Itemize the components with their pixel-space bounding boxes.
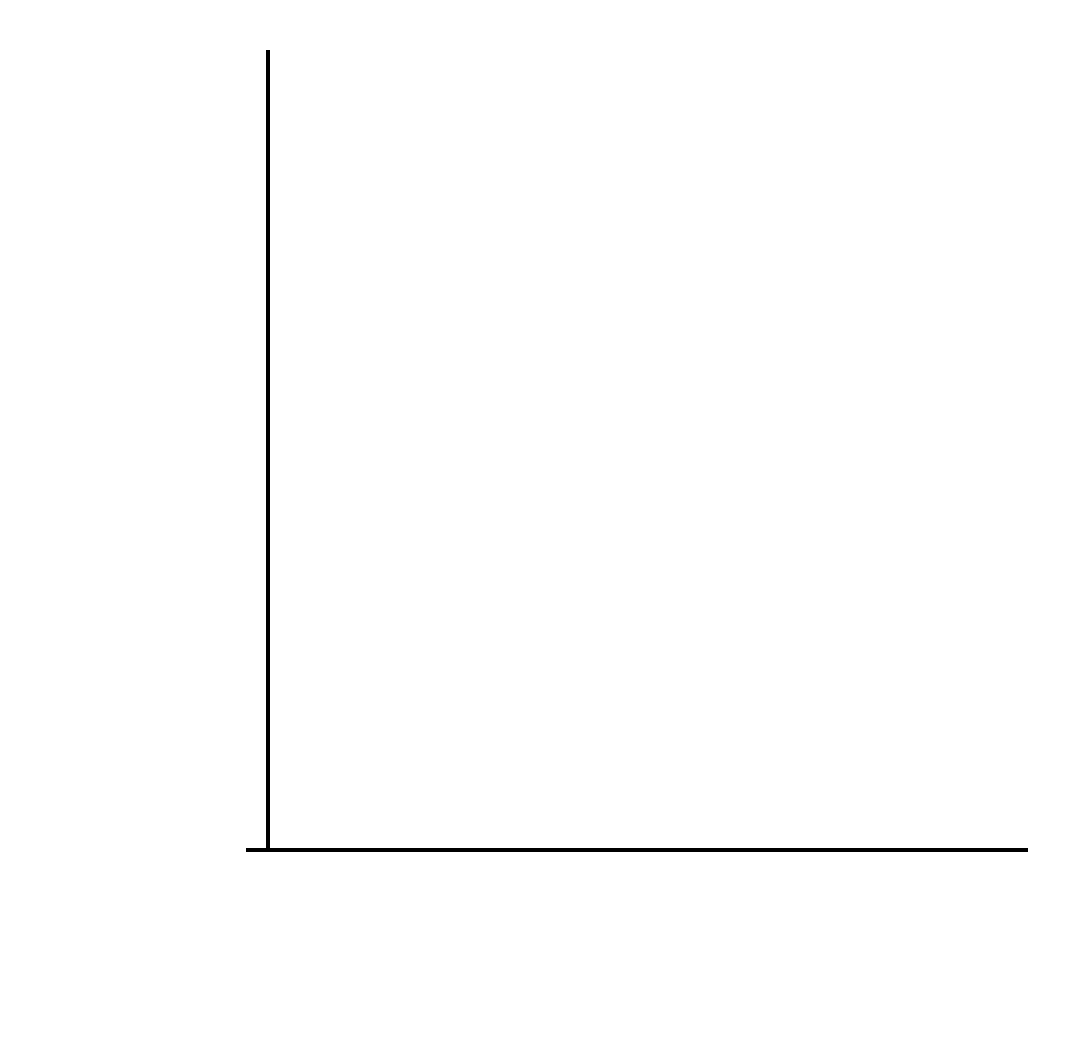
chart-svg: [0, 0, 1075, 1063]
coral-bleaching-chart: [0, 0, 1075, 1063]
